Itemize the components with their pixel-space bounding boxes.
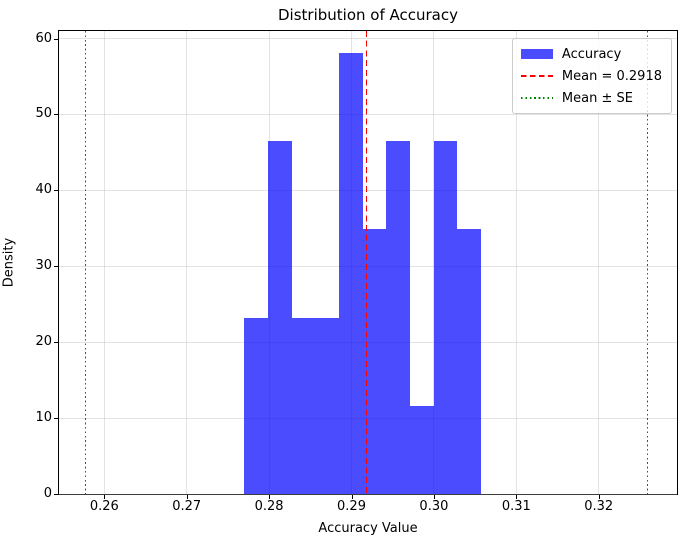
y-tick-mark bbox=[54, 418, 58, 420]
reference-lines bbox=[59, 31, 677, 494]
x-tick-label: 0.30 bbox=[419, 499, 449, 514]
legend-line bbox=[520, 75, 553, 77]
x-tick-label: 0.28 bbox=[254, 499, 284, 514]
y-tick-label: 50 bbox=[35, 106, 52, 122]
gridline-horizontal bbox=[59, 113, 677, 115]
y-tick-label: 40 bbox=[35, 182, 52, 198]
legend-entry: Accuracy bbox=[520, 45, 662, 63]
histogram-bar bbox=[268, 141, 292, 494]
x-tick-mark bbox=[598, 495, 600, 499]
y-tick-label: 60 bbox=[35, 30, 52, 46]
x-tick-label: 0.27 bbox=[172, 499, 202, 514]
legend-entry: Mean ± SE bbox=[520, 89, 662, 107]
x-tick-label: 0.31 bbox=[501, 499, 531, 514]
gridline-vertical bbox=[515, 31, 517, 494]
histogram-bar bbox=[291, 317, 316, 494]
chart-title: Distribution of Accuracy bbox=[278, 6, 458, 24]
gridline-vertical bbox=[186, 31, 188, 494]
histogram-bar bbox=[457, 229, 481, 494]
legend-patch-swatch bbox=[520, 45, 553, 63]
plot-area: Accuracy Mean = 0.2918 Mean ± SE bbox=[58, 30, 678, 495]
y-tick-label: 0 bbox=[43, 486, 52, 501]
y-tick-mark bbox=[54, 38, 58, 40]
y-tick-mark bbox=[54, 266, 58, 268]
x-tick-mark bbox=[351, 495, 353, 499]
se-line bbox=[84, 31, 86, 494]
x-axis-label: Accuracy Value bbox=[318, 521, 418, 536]
se-line bbox=[646, 31, 648, 494]
legend-entry: Mean = 0.2918 bbox=[520, 67, 662, 85]
histogram-bar bbox=[362, 229, 387, 494]
gridline-horizontal bbox=[59, 493, 677, 495]
legend-label: Mean ± SE bbox=[561, 90, 633, 106]
histogram-bar bbox=[433, 141, 458, 494]
gridline-vertical bbox=[103, 31, 105, 494]
legend-patch bbox=[520, 49, 553, 59]
histogram-bar bbox=[386, 141, 410, 494]
y-tick-mark bbox=[54, 114, 58, 116]
gridline-vertical bbox=[598, 31, 600, 494]
gridline-horizontal bbox=[59, 189, 677, 191]
x-tick-mark bbox=[104, 495, 106, 499]
x-tick-label: 0.32 bbox=[584, 499, 614, 514]
y-tick-mark bbox=[54, 494, 58, 495]
legend-dashed-line-swatch bbox=[520, 67, 553, 85]
y-tick-label: 10 bbox=[35, 410, 52, 426]
legend: Accuracy Mean = 0.2918 Mean ± SE bbox=[511, 38, 672, 114]
y-tick-mark bbox=[54, 190, 58, 192]
x-tick-mark bbox=[186, 495, 188, 499]
y-tick-label: 20 bbox=[35, 334, 52, 350]
y-tick-mark bbox=[54, 342, 58, 344]
x-tick-mark bbox=[433, 495, 435, 499]
histogram-bar bbox=[409, 405, 434, 494]
gridline-horizontal bbox=[59, 38, 677, 40]
x-tick-mark bbox=[516, 495, 518, 499]
legend-line bbox=[520, 97, 553, 99]
histogram-bar bbox=[244, 317, 269, 494]
legend-dotted-line-swatch bbox=[520, 89, 553, 107]
x-tick-label: 0.26 bbox=[89, 499, 119, 514]
x-tick-mark bbox=[269, 495, 271, 499]
legend-label: Accuracy bbox=[561, 46, 622, 62]
x-tick-label: 0.29 bbox=[337, 499, 366, 514]
histogram-bar bbox=[338, 53, 363, 494]
legend-label: Mean = 0.2918 bbox=[561, 68, 662, 84]
histogram-bars bbox=[59, 31, 677, 494]
histogram-bar bbox=[315, 317, 339, 494]
mean-line bbox=[365, 31, 368, 494]
y-tick-label: 30 bbox=[35, 258, 52, 274]
